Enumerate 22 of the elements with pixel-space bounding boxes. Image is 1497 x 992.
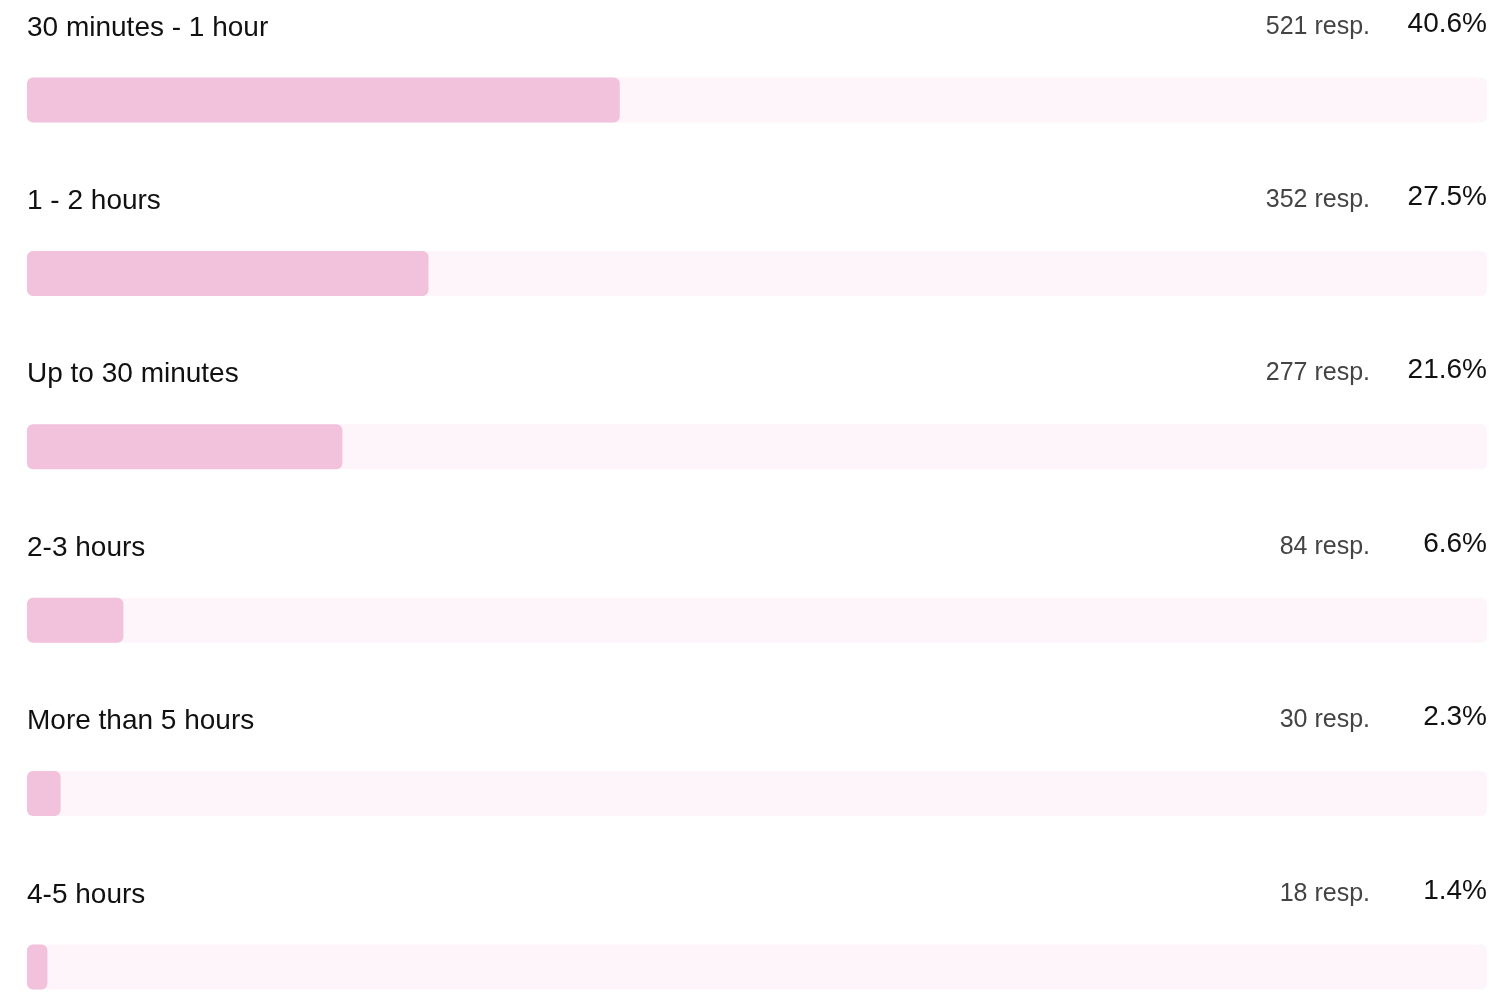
y-tick-label: Up to 30 minutes — [27, 357, 239, 389]
annotation: 521 resp. — [1265, 10, 1371, 39]
data-label: 1.4% — [1423, 873, 1488, 905]
bar — [27, 771, 61, 817]
bar — [27, 944, 48, 990]
y-tick-label: 2-3 hours — [27, 530, 146, 562]
data-label: 6.6% — [1423, 526, 1488, 558]
data-label: 27.5% — [1407, 179, 1488, 211]
annotation: 277 resp. — [1265, 357, 1371, 386]
data-label: 2.3% — [1423, 700, 1488, 732]
y-tick-label: 30 minutes - 1 hour — [27, 10, 269, 42]
data-label: 40.6% — [1407, 6, 1488, 38]
y-tick-label: More than 5 hours — [27, 704, 255, 736]
annotation: 84 resp. — [1279, 530, 1371, 559]
y-tick-label: 1 - 2 hours — [27, 183, 161, 215]
annotation: 30 resp. — [1279, 704, 1371, 733]
annotation: 18 resp. — [1279, 877, 1371, 906]
y-tick-label: 4-5 hours — [27, 877, 146, 909]
bar — [27, 597, 124, 643]
data-label: 21.6% — [1407, 353, 1488, 385]
annotation: 352 resp. — [1265, 183, 1371, 212]
bar — [27, 424, 343, 470]
